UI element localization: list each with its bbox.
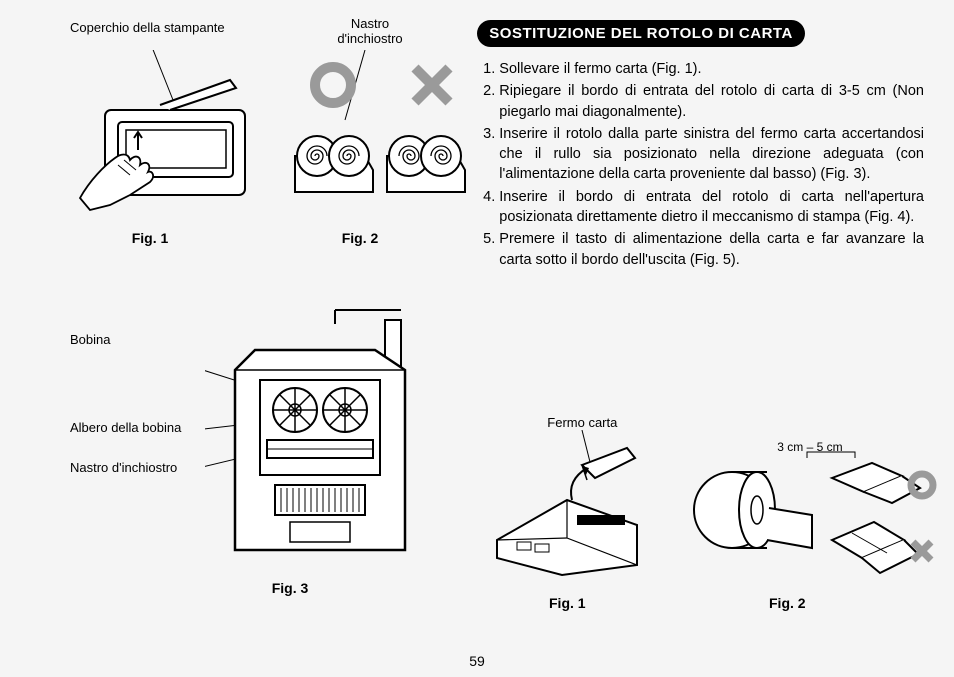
figure-3-mechanism <box>205 290 465 570</box>
figure-2-right <box>677 440 937 600</box>
instruction-item: Sollevare il fermo carta (Fig. 1). <box>499 59 924 79</box>
caption-fig3: Fig. 3 <box>260 580 320 596</box>
section-header: SOSTITUZIONE DEL ROTOLO DI CARTA <box>477 20 805 47</box>
figure-1-printer <box>60 50 250 220</box>
figure-1-right <box>487 430 667 580</box>
caption-fig2-right: Fig. 2 <box>757 595 817 611</box>
label-ink-ribbon: Nastro d'inchiostro <box>70 460 177 475</box>
right-column: SOSTITUZIONE DEL ROTOLO DI CARTA Solleva… <box>477 20 924 620</box>
label-printer-cover: Coperchio della stampante <box>70 20 225 35</box>
caption-fig1-left: Fig. 1 <box>120 230 180 246</box>
label-ink-ribbon-top: Nastro d'inchiostro <box>330 16 410 46</box>
instruction-item: Premere il tasto di alimentazione della … <box>499 229 924 270</box>
instruction-item: Inserire il bordo di entrata del rotolo … <box>499 187 924 228</box>
instruction-list: Sollevare il fermo carta (Fig. 1). Ripie… <box>477 59 924 270</box>
figure-2-ribbons <box>275 50 475 220</box>
label-spool: Bobina <box>70 332 110 347</box>
label-spool-shaft: Albero della bobina <box>70 420 181 435</box>
caption-fig1-right: Fig. 1 <box>537 595 597 611</box>
page-number: 59 <box>0 653 954 669</box>
left-column: Coperchio della stampante Nastro d'inchi… <box>30 20 457 620</box>
instruction-item: Inserire il rotolo dalla parte sinistra … <box>499 124 924 185</box>
caption-fig2-left: Fig. 2 <box>330 230 390 246</box>
label-paper-holder: Fermo carta <box>547 415 617 430</box>
instruction-item: Ripiegare il bordo di entrata del rotolo… <box>499 81 924 122</box>
